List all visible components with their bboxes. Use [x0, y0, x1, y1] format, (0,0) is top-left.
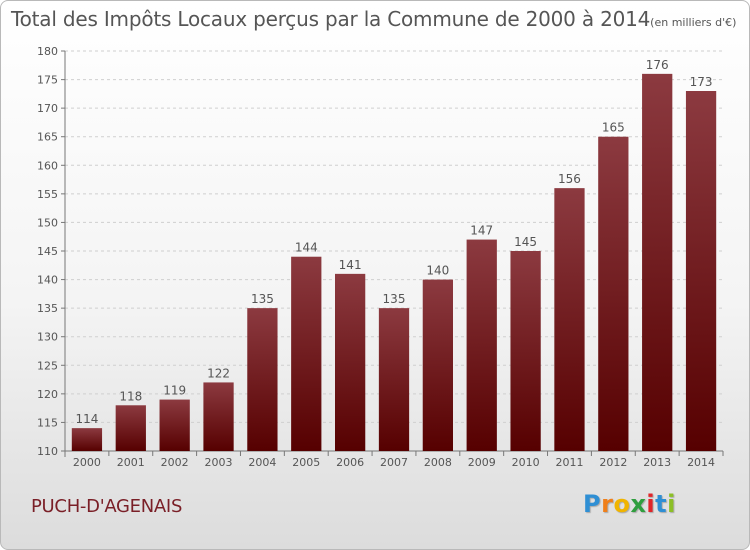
y-tick-label: 135 — [37, 302, 58, 315]
bar-2005 — [291, 256, 322, 451]
chart-title: Total des Impôts Locaux perçus par la Co… — [11, 7, 736, 31]
bar-2009 — [466, 239, 497, 451]
x-tick-label-2009: 2009 — [468, 456, 496, 469]
chart-title-text: Total des Impôts Locaux perçus par la Co… — [11, 7, 651, 31]
data-label-2009: 147 — [470, 224, 493, 238]
data-label-2007: 135 — [383, 292, 406, 306]
bar-2006 — [334, 273, 366, 451]
data-label-2003: 122 — [207, 366, 230, 380]
bar-2004 — [247, 308, 278, 451]
bar-2003 — [203, 382, 234, 451]
bar-2001 — [115, 405, 146, 451]
bar-2011 — [554, 188, 585, 451]
data-label-2011: 156 — [558, 172, 581, 186]
y-tick-label: 165 — [37, 131, 58, 144]
x-axis-ticks: 2000 2001 2002 2003 2004 2005 2006 2007 2008 2009… — [73, 451, 724, 469]
data-label-2012: 165 — [602, 121, 625, 135]
x-tick-label-2013: 2013 — [643, 456, 671, 469]
bar-2012 — [598, 136, 629, 451]
x-tick-label-2014: 2014 — [687, 456, 715, 469]
y-tick-label: 120 — [37, 388, 58, 401]
bar-2014 — [685, 91, 717, 451]
chart-subtitle: (en milliers d'€) — [650, 16, 737, 29]
data-label-2002: 119 — [163, 384, 186, 398]
bar-2008 — [422, 279, 454, 451]
y-tick-label: 145 — [37, 245, 58, 258]
y-tick-label: 170 — [37, 102, 58, 115]
x-tick-label-2004: 2004 — [248, 456, 276, 469]
x-tick-label-2012: 2012 — [599, 456, 627, 469]
logo-letter: o — [613, 490, 631, 518]
y-tick-label: 110 — [37, 445, 58, 458]
logo-letter: P — [583, 490, 602, 518]
data-label-2013: 176 — [646, 58, 669, 72]
logo-letter: i — [667, 490, 676, 518]
data-label-2005: 144 — [295, 241, 318, 255]
x-tick-label-2000: 2000 — [73, 456, 101, 469]
data-label-2014: 173 — [690, 75, 713, 89]
bar-2010 — [510, 251, 541, 451]
data-label-2004: 135 — [251, 292, 274, 306]
y-tick-label: 155 — [37, 188, 58, 201]
y-tick-label: 150 — [37, 216, 58, 229]
y-tick-label: 115 — [37, 416, 58, 429]
x-tick-label-2010: 2010 — [512, 456, 540, 469]
y-tick-label: 160 — [37, 159, 58, 172]
bar-2013 — [642, 73, 673, 451]
y-tick-label: 140 — [37, 274, 58, 287]
bar-2000 — [71, 428, 103, 451]
logo-letter: t — [655, 490, 668, 518]
y-axis-ticks: 110 115 120 125 130 135 140 145 150 155 160 165 170 1… — [37, 45, 65, 458]
x-tick-label-2007: 2007 — [380, 456, 408, 469]
data-label-2001: 118 — [119, 389, 142, 403]
y-tick-label: 130 — [37, 331, 58, 344]
y-tick-label: 180 — [37, 45, 58, 58]
y-tick-label: 175 — [37, 74, 58, 87]
x-tick-label-2005: 2005 — [292, 456, 320, 469]
x-tick-label-2008: 2008 — [424, 456, 452, 469]
x-tick-label-2001: 2001 — [117, 456, 145, 469]
data-label-2008: 140 — [426, 264, 449, 278]
y-tick-label: 125 — [37, 359, 58, 372]
logo-letter: i — [646, 490, 656, 518]
logo-letter: x — [630, 490, 647, 518]
proxiti-logo: Proxiti — [583, 490, 676, 518]
x-tick-label-2002: 2002 — [161, 456, 189, 469]
commune-name: PUCH-D'AGENAIS — [31, 496, 183, 517]
data-labels: 114 118 119 122 135 144 141 135 140 147 145 156 165 1… — [75, 58, 712, 426]
logo-letter: r — [601, 490, 614, 518]
bars — [71, 73, 717, 451]
x-tick-label-2011: 2011 — [555, 456, 583, 469]
x-tick-label-2003: 2003 — [205, 456, 233, 469]
data-label-2000: 114 — [75, 412, 98, 426]
bar-2002 — [159, 399, 190, 451]
bar-2007 — [378, 308, 410, 451]
x-tick-label-2006: 2006 — [336, 456, 364, 469]
data-label-2010: 145 — [514, 235, 537, 249]
data-label-2006: 141 — [339, 258, 362, 272]
